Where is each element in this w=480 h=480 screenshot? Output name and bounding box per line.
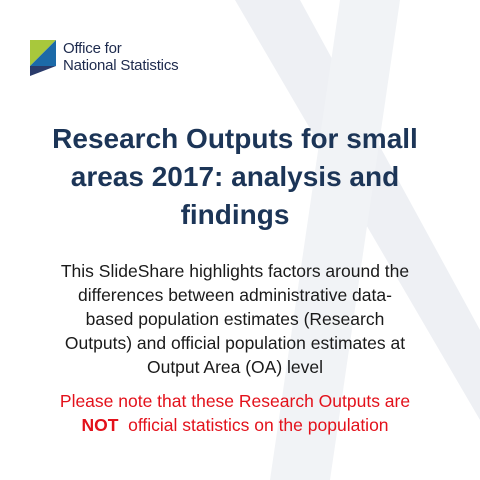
note-line: Please note that these Research Outputs … [59,391,411,411]
logo-line: National Statistics [63,57,179,74]
note-emphasis: NOT [81,415,119,435]
body-line: Output Area (OA) level [146,357,324,377]
logo-text: Office for National Statistics [63,40,179,74]
logo-icon [30,40,56,76]
title-line: areas 2017: analysis and [70,161,400,192]
title: Research Outputs for small areas 2017: an… [10,120,460,234]
note-line: NOT official statistics on the populatio… [10,413,460,437]
body-line: differences between administrative data- [78,285,392,305]
body-line: based population estimates (Research [85,309,385,329]
note-text: official statistics on the population [128,415,389,435]
logo: Office for National Statistics [30,40,179,76]
title-line: Research Outputs for small [52,123,418,154]
body-line: Outputs) and official population estimat… [64,333,406,353]
logo-line: Office for [63,40,122,57]
body-line: This SlideShare highlights factors aroun… [60,261,410,281]
title-line: findings [180,199,290,230]
note: Please note that these Research Outputs … [10,389,460,437]
watermark-stroke [270,0,400,480]
body-text: This SlideShare highlights factors aroun… [10,259,460,379]
